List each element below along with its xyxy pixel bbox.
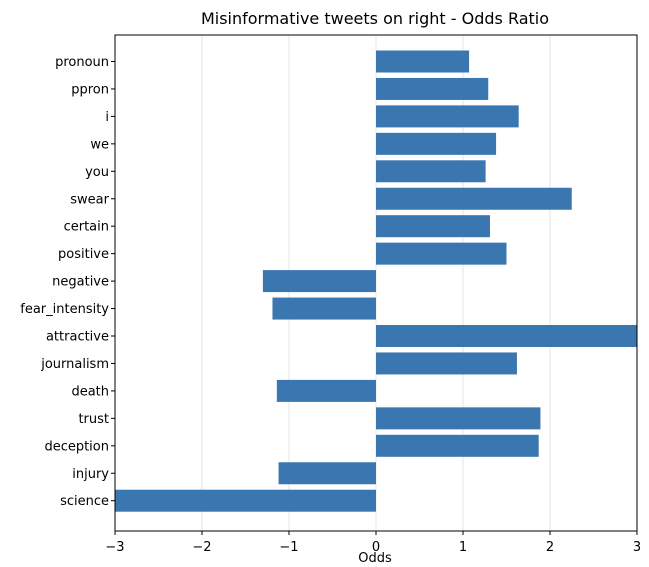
x-tick-label: −1 xyxy=(279,540,298,555)
x-axis-label: Odds xyxy=(358,551,392,566)
bar-deception xyxy=(376,434,539,457)
bar-swear xyxy=(376,187,572,210)
y-tick-label: i xyxy=(105,110,109,125)
bar-trust xyxy=(376,407,541,430)
y-tick-label: certain xyxy=(64,220,109,235)
bar-injury xyxy=(278,462,376,485)
bar-positive xyxy=(376,242,507,265)
bar-i xyxy=(376,105,519,128)
y-tick-label: positive xyxy=(58,247,109,262)
bar-pronoun xyxy=(376,50,470,73)
bar-you xyxy=(376,160,486,183)
y-tick-label: science xyxy=(60,494,109,509)
y-tick-label: we xyxy=(90,137,109,152)
bar-negative xyxy=(262,270,376,293)
y-tick-label: you xyxy=(85,165,109,180)
bar-death xyxy=(276,379,376,402)
x-tick-label: −3 xyxy=(105,540,124,555)
bar-ppron xyxy=(376,77,489,100)
y-tick-label: ppron xyxy=(71,82,109,97)
bar-certain xyxy=(376,215,490,238)
x-tick-label: 0 xyxy=(372,540,380,555)
y-tick-labels: pronoun ppron i we you swear certain positive ne… xyxy=(20,55,115,509)
y-tick-label: attractive xyxy=(46,330,109,345)
y-tick-label: death xyxy=(71,384,109,399)
bar-we xyxy=(376,132,497,155)
y-tick-label: pronoun xyxy=(55,55,109,70)
x-tick-label: 1 xyxy=(459,540,467,555)
x-tick-label: 3 xyxy=(633,540,641,555)
x-tick-labels: −3 −2 −1 0 1 2 3 xyxy=(105,531,641,555)
x-tick-label: −2 xyxy=(192,540,211,555)
y-tick-label: deception xyxy=(44,439,109,454)
y-tick-label: journalism xyxy=(40,357,109,372)
y-tick-label: trust xyxy=(78,412,109,427)
chart-title: Misinformative tweets on right - Odds Ra… xyxy=(201,9,549,28)
bar-fear-intensity xyxy=(272,297,376,320)
x-tick-label: 2 xyxy=(546,540,554,555)
y-tick-label: injury xyxy=(72,467,109,482)
bar-attractive xyxy=(376,325,637,347)
y-tick-label: fear_intensity xyxy=(20,302,109,317)
bar-science xyxy=(115,489,376,512)
bars-group xyxy=(115,50,637,512)
y-tick-label: negative xyxy=(52,275,109,290)
bar-journalism xyxy=(376,352,517,375)
y-tick-label: swear xyxy=(70,192,109,207)
